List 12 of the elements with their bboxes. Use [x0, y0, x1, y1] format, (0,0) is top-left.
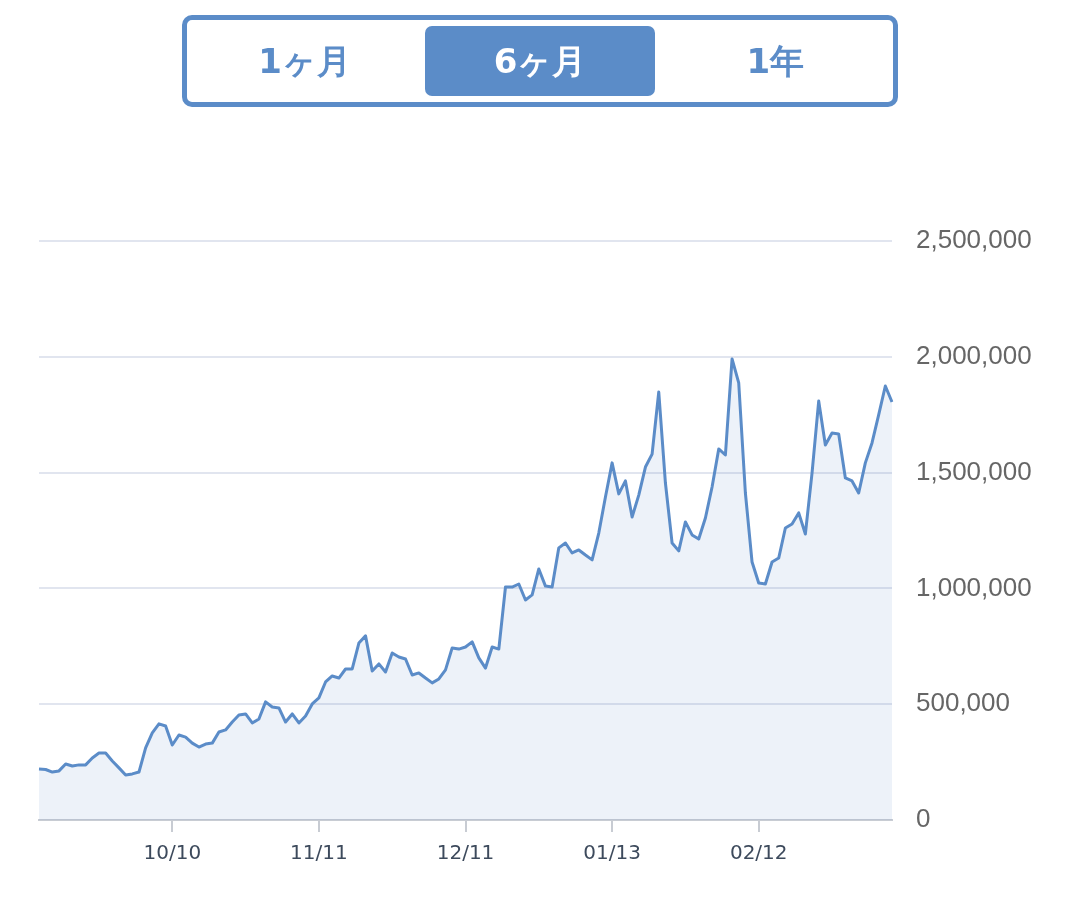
y-tick-label: 500,000 — [916, 687, 1010, 718]
y-tick-label: 1,000,000 — [916, 571, 1032, 602]
y-tick-label: 0 — [916, 803, 931, 834]
y-tick-label: 2,500,000 — [916, 224, 1032, 255]
period-selector: 1ヶ月 6ヶ月 1年 — [182, 15, 898, 107]
x-tick-label: 11/11 — [290, 840, 348, 865]
x-tick-label: 01/13 — [583, 840, 641, 865]
x-tick-label: 02/12 — [729, 840, 788, 865]
y-tick-label: 1,500,000 — [916, 455, 1032, 486]
y-tick-label: 2,000,000 — [916, 339, 1032, 370]
x-tick-label: 12/11 — [436, 840, 495, 865]
x-tick-label: 10/10 — [143, 840, 202, 865]
